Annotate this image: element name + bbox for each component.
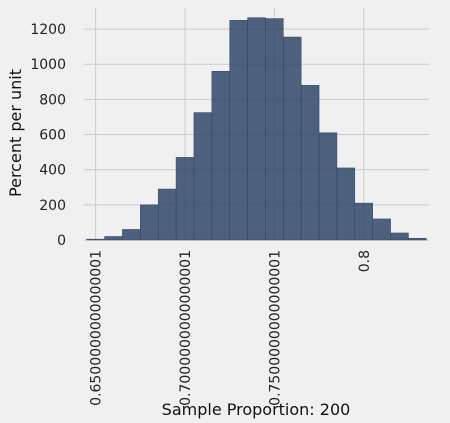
x-tick-label: 0.6500000000000001 <box>89 250 105 406</box>
histogram-bar <box>390 232 409 241</box>
histogram-bar <box>175 157 195 241</box>
y-tick-label: 400 <box>39 163 66 179</box>
x-tick-label: 0.7000000000000001 <box>178 250 194 406</box>
y-tick-label: 800 <box>39 92 66 108</box>
histogram-bar <box>229 20 248 241</box>
histogram-bar <box>354 202 373 241</box>
x-tick-labels: 0.6500000000000001 0.7000000000000001 0.75… <box>89 250 373 406</box>
histogram-bar <box>193 112 213 241</box>
histogram-bar <box>408 237 427 241</box>
histogram-bar <box>247 17 266 241</box>
histogram-bar <box>265 18 284 241</box>
x-tick-label: 0.7500000000000001 <box>267 250 283 406</box>
y-axis-label: Percent per unit <box>6 69 25 197</box>
histogram-bar <box>300 85 320 241</box>
histogram-bar <box>211 71 230 241</box>
histogram-bar <box>86 238 105 241</box>
histogram-bar <box>372 218 391 241</box>
y-tick-label: 1000 <box>30 57 66 73</box>
histogram-bar <box>140 204 159 241</box>
histogram-bar <box>104 236 123 241</box>
x-axis-label: Sample Proportion: 200 <box>162 400 351 419</box>
y-tick-label: 1200 <box>30 22 66 38</box>
histogram-bar <box>336 167 356 241</box>
histogram-bar <box>157 188 177 241</box>
histogram-bar <box>283 36 302 241</box>
y-tick-label: 600 <box>39 128 66 144</box>
y-tick-labels: 0 200 400 600 800 1000 1200 <box>30 22 66 249</box>
y-tick-label: 0 <box>57 233 66 249</box>
histogram-bar <box>122 229 141 241</box>
x-tick-label: 0.8 <box>357 250 373 272</box>
histogram-bars <box>86 17 427 241</box>
histogram-bar <box>318 132 338 241</box>
y-tick-label: 200 <box>39 198 66 214</box>
